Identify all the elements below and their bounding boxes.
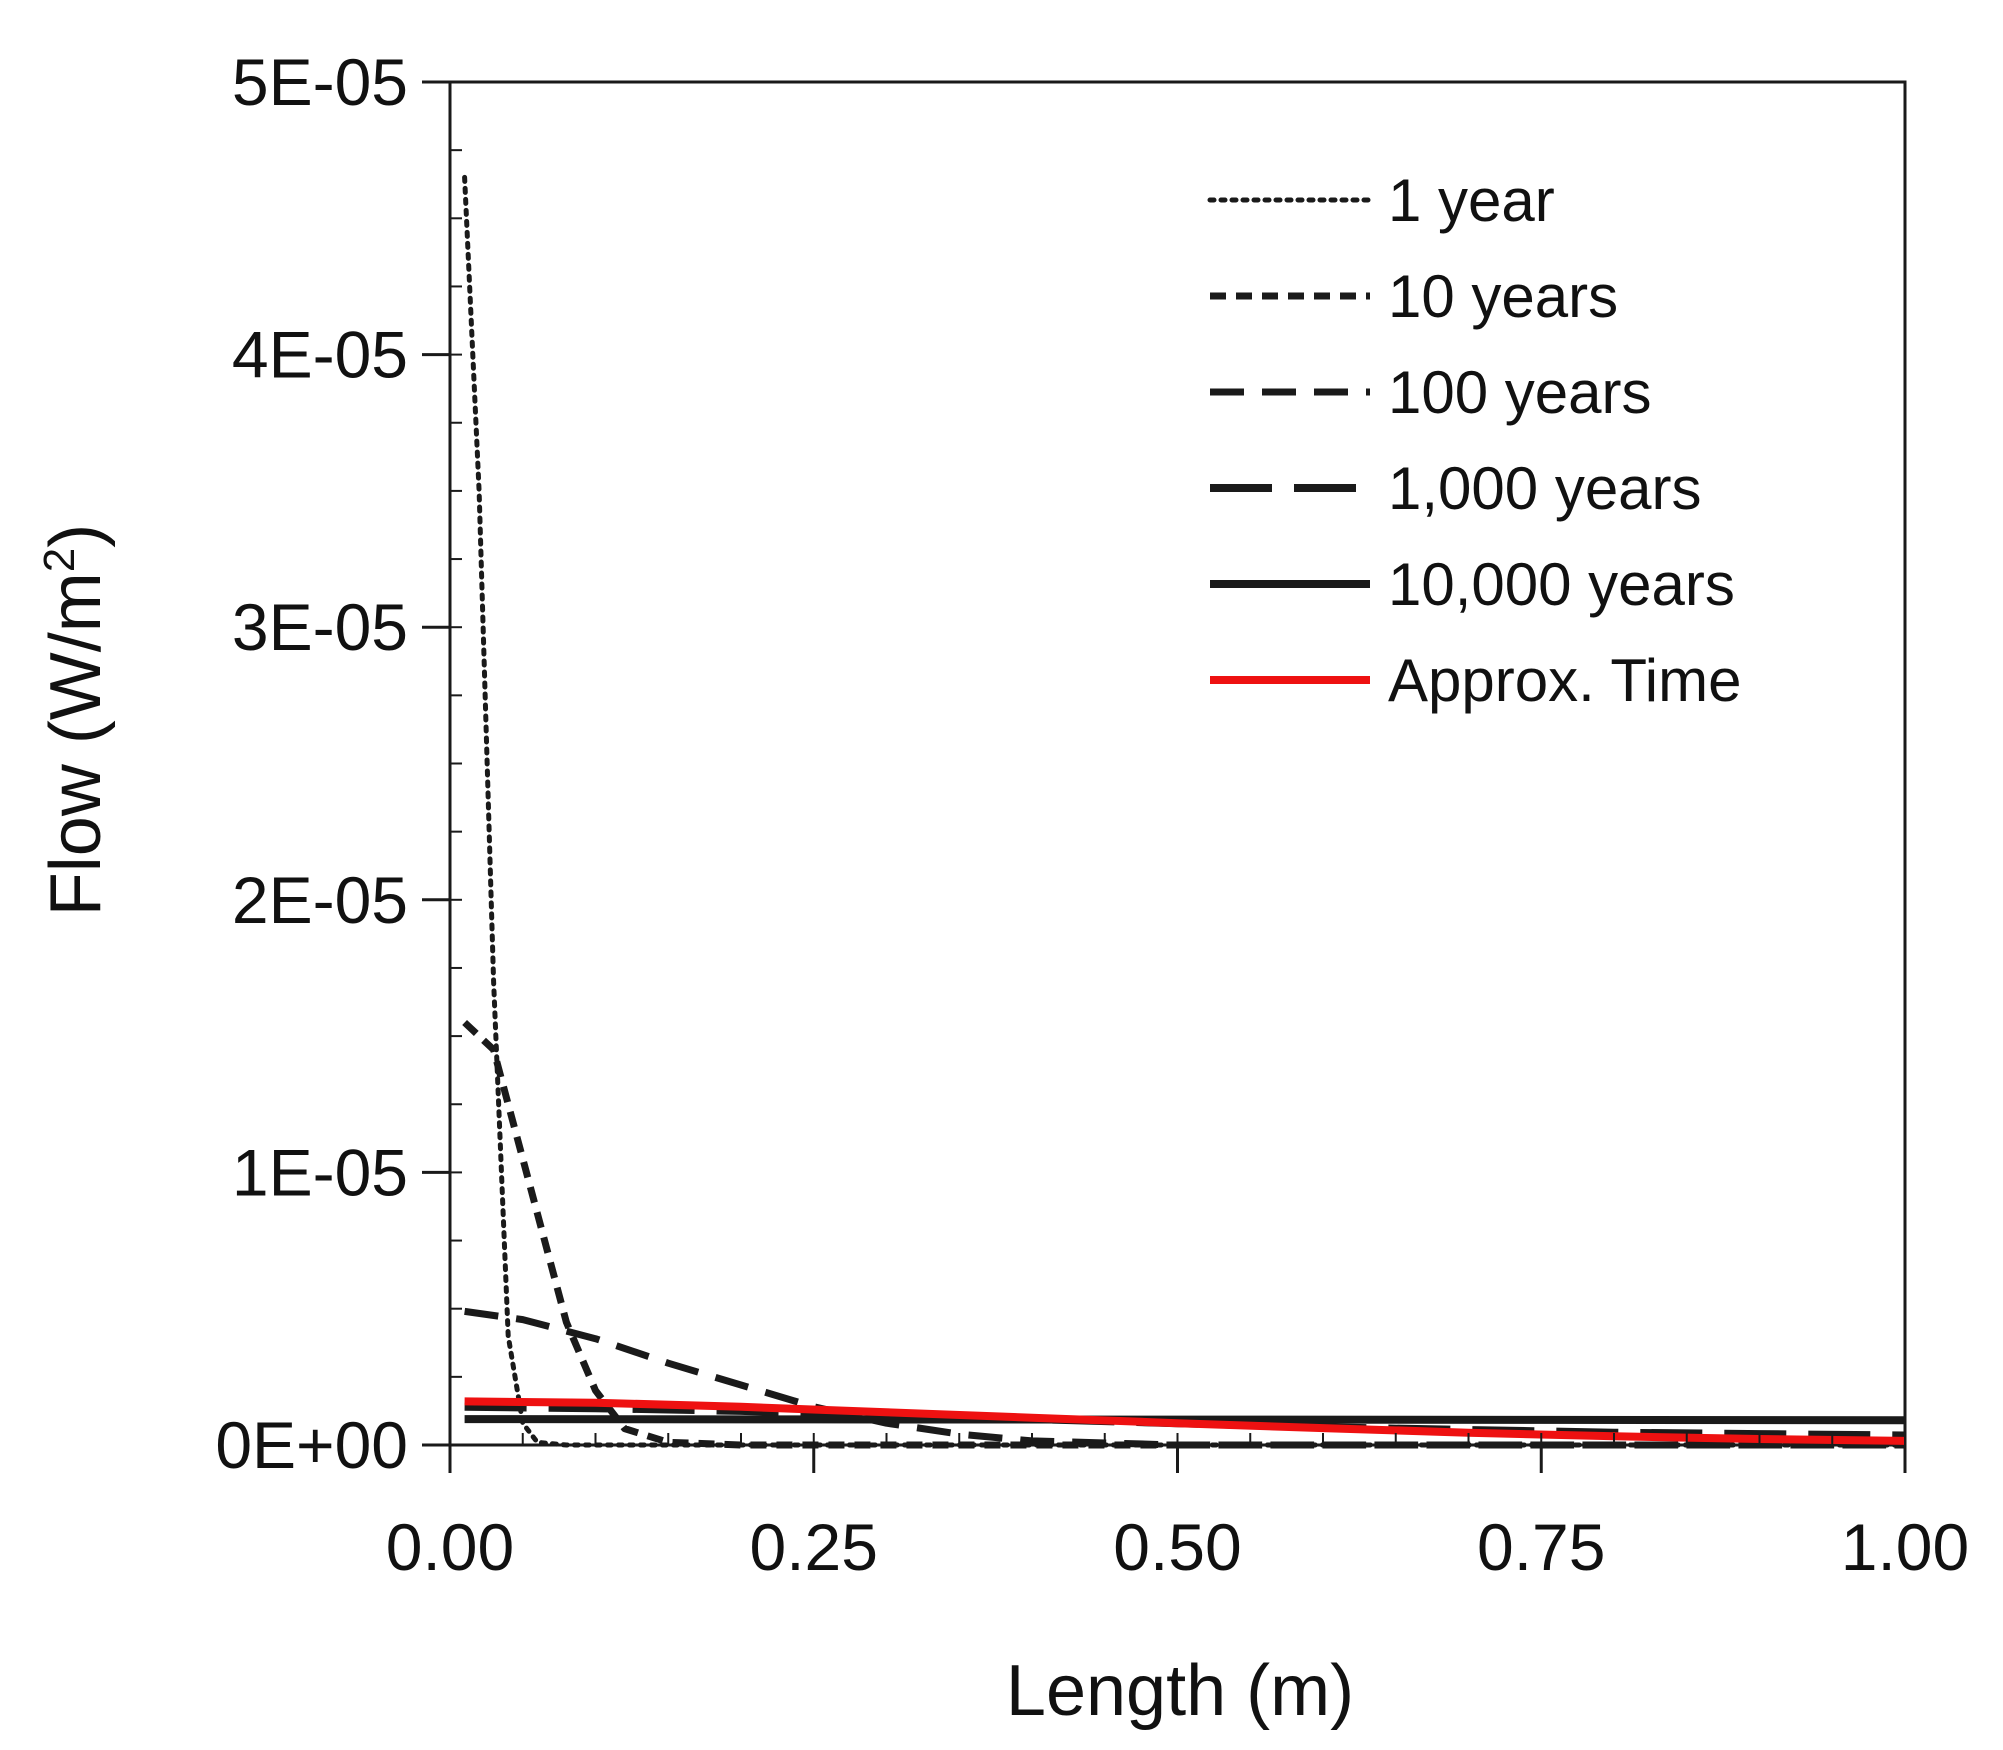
legend-label-2: 10 years: [1388, 263, 1618, 330]
x-tick-label: 1.00: [1841, 1510, 1969, 1584]
y-tick-label: 4E-05: [232, 318, 408, 392]
x-tick-label: 0.50: [1113, 1510, 1241, 1584]
y-axis-title: Flow (W/m2): [35, 524, 116, 916]
series-line-6: [464, 1397, 1906, 1445]
plot-area: [448, 80, 1907, 1447]
series-line-1: [462, 174, 1908, 1448]
plot-border: [448, 80, 1907, 1447]
x-tick-label: 0.75: [1477, 1510, 1605, 1584]
x-tick-label: 0.25: [750, 1510, 878, 1584]
x-tick-label: 0.00: [386, 1510, 514, 1584]
legend: 1 year 10 years 100 years 1,000 years 10,000…: [1207, 167, 1741, 714]
legend-label-4: 1,000 years: [1388, 455, 1702, 522]
y-tick-label: 3E-05: [232, 590, 408, 664]
series-line-3: [464, 1307, 1905, 1449]
y-tick-label: 1E-05: [232, 1135, 408, 1209]
y-tick-label: 2E-05: [232, 863, 408, 937]
legend-label-6: Approx. Time: [1388, 647, 1741, 714]
x-axis-title: Length (m): [1006, 1651, 1354, 1731]
legend-label-5: 10,000 years: [1388, 551, 1735, 618]
series-layer: [462, 174, 1908, 1449]
legend-label-3: 100 years: [1388, 359, 1652, 426]
y-tick-label: 5E-05: [232, 45, 408, 119]
series-line-2: [462, 1019, 1905, 1449]
legend-label-1: 1 year: [1388, 167, 1555, 234]
y-tick-label: 0E+00: [215, 1408, 408, 1482]
y-axis-title-superscript: 2: [35, 548, 84, 572]
axis-layer: 0E+00 1E-05 2E-05 3E-05 4E-05 5E-05 0.00 0.25 0.…: [215, 45, 1969, 1584]
